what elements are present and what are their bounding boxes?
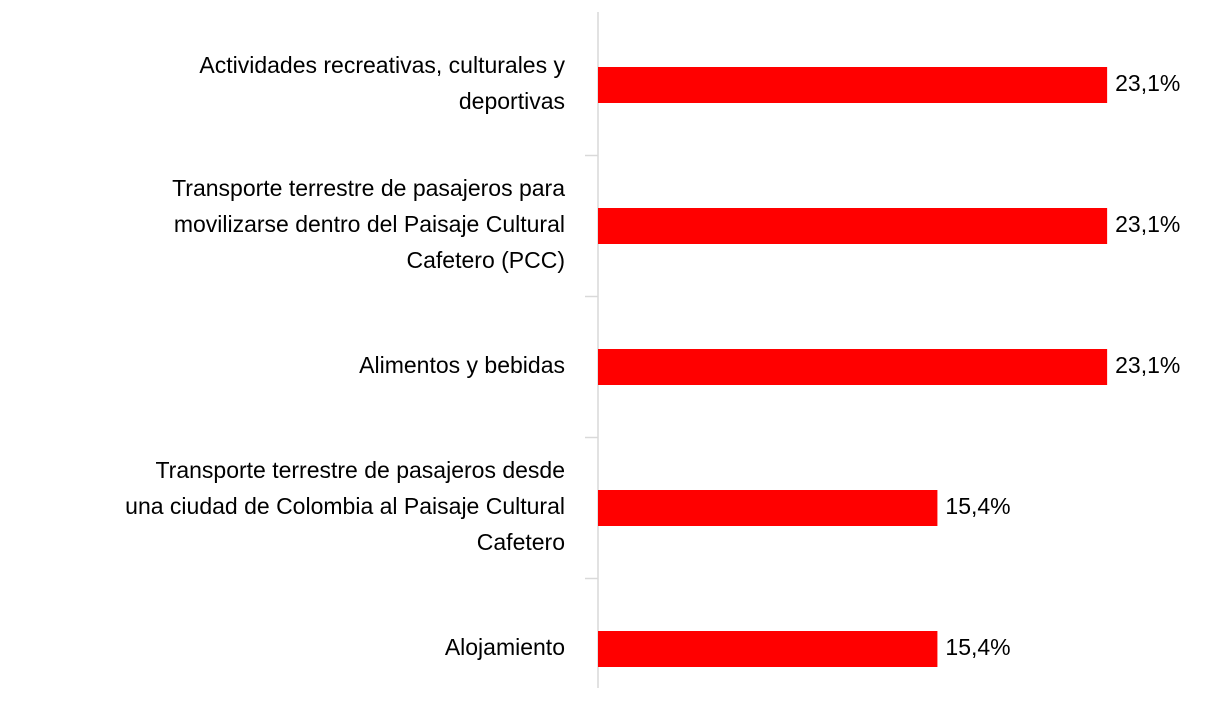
- bar: [598, 490, 938, 526]
- value-label: 15,4%: [945, 493, 1010, 519]
- bar: [598, 349, 1108, 385]
- value-label: 23,1%: [1115, 352, 1180, 378]
- category-label: Transporte terrestre de pasajeros desde u…: [125, 457, 565, 555]
- category-label: Alojamiento: [445, 634, 565, 660]
- value-label: 23,1%: [1115, 211, 1180, 237]
- category-label: Alimentos y bebidas: [359, 352, 565, 378]
- bar: [598, 631, 938, 667]
- bar: [598, 67, 1108, 103]
- value-label: 23,1%: [1115, 70, 1180, 96]
- value-label: 15,4%: [945, 634, 1010, 660]
- category-label: Actividades recreativas, culturales y dep…: [199, 52, 565, 114]
- category-label: Transporte terrestre de pasajeros para mo…: [172, 175, 565, 273]
- bar: [598, 208, 1108, 244]
